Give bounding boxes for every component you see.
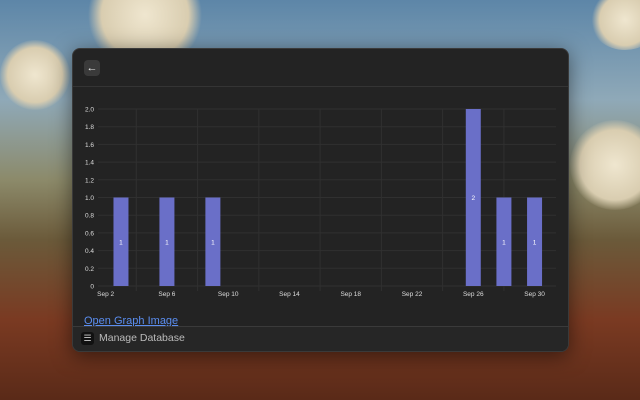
bar-data-label: 2 — [471, 195, 475, 202]
database-icon: ☰ — [81, 332, 94, 345]
back-button[interactable]: ← — [84, 60, 100, 76]
bar-chart: 0 0.2 0.4 0.6 0.8 1.0 1.2 1.4 1.6 1.8 2.0 Sep 2 Sep … — [85, 107, 556, 298]
y-tick-label: 2.0 — [85, 107, 94, 114]
y-tick-label: 1.0 — [85, 195, 94, 202]
y-tick-label: 0.8 — [85, 213, 94, 220]
x-tick-label: Sep 26 — [463, 291, 484, 298]
y-tick-label: 0.6 — [85, 230, 94, 237]
x-tick-label: Sep 6 — [158, 291, 175, 298]
bar — [496, 197, 512, 286]
cloud — [0, 40, 70, 110]
bar-data-label: 1 — [119, 239, 123, 246]
y-tick-label: 1.6 — [85, 142, 94, 149]
y-tick-label: 0.4 — [85, 248, 94, 255]
bar — [205, 197, 221, 286]
bar-data-label: 1 — [211, 239, 215, 246]
cloud — [570, 120, 640, 210]
y-tick-label: 1.4 — [85, 160, 94, 167]
manage-database-button[interactable]: Manage Database — [99, 332, 185, 344]
x-tick-label: Sep 2 — [97, 291, 114, 298]
bar — [527, 197, 543, 286]
y-tick-label: 0.2 — [85, 266, 94, 273]
cloud — [590, 0, 640, 50]
y-tick-label: 0 — [90, 284, 94, 291]
y-tick-label: 1.8 — [85, 124, 94, 131]
header: ← — [73, 49, 568, 87]
bar-data-label: 1 — [533, 239, 537, 246]
x-tick-label: Sep 30 — [524, 291, 545, 298]
bar-data-label: 1 — [165, 239, 169, 246]
bar — [113, 197, 129, 286]
x-tick-label: Sep 18 — [340, 291, 361, 298]
graph-window: ← 0 0.2 0.4 0.6 0.8 1.0 1.2 1.4 1.6 1.8 2.0 Sep 2 Se… — [72, 48, 569, 352]
y-tick-label: 1.2 — [85, 177, 94, 184]
open-graph-image-link[interactable]: Open Graph Image — [84, 315, 179, 327]
x-tick-label: Sep 22 — [402, 291, 423, 298]
bar — [465, 109, 481, 286]
bar — [159, 197, 175, 286]
arrow-left-icon: ← — [86, 62, 98, 74]
x-tick-label: Sep 10 — [218, 291, 239, 298]
bar-data-label: 1 — [502, 239, 506, 246]
x-tick-label: Sep 14 — [279, 291, 300, 298]
footer-bar: ☰ Manage Database — [73, 326, 568, 351]
